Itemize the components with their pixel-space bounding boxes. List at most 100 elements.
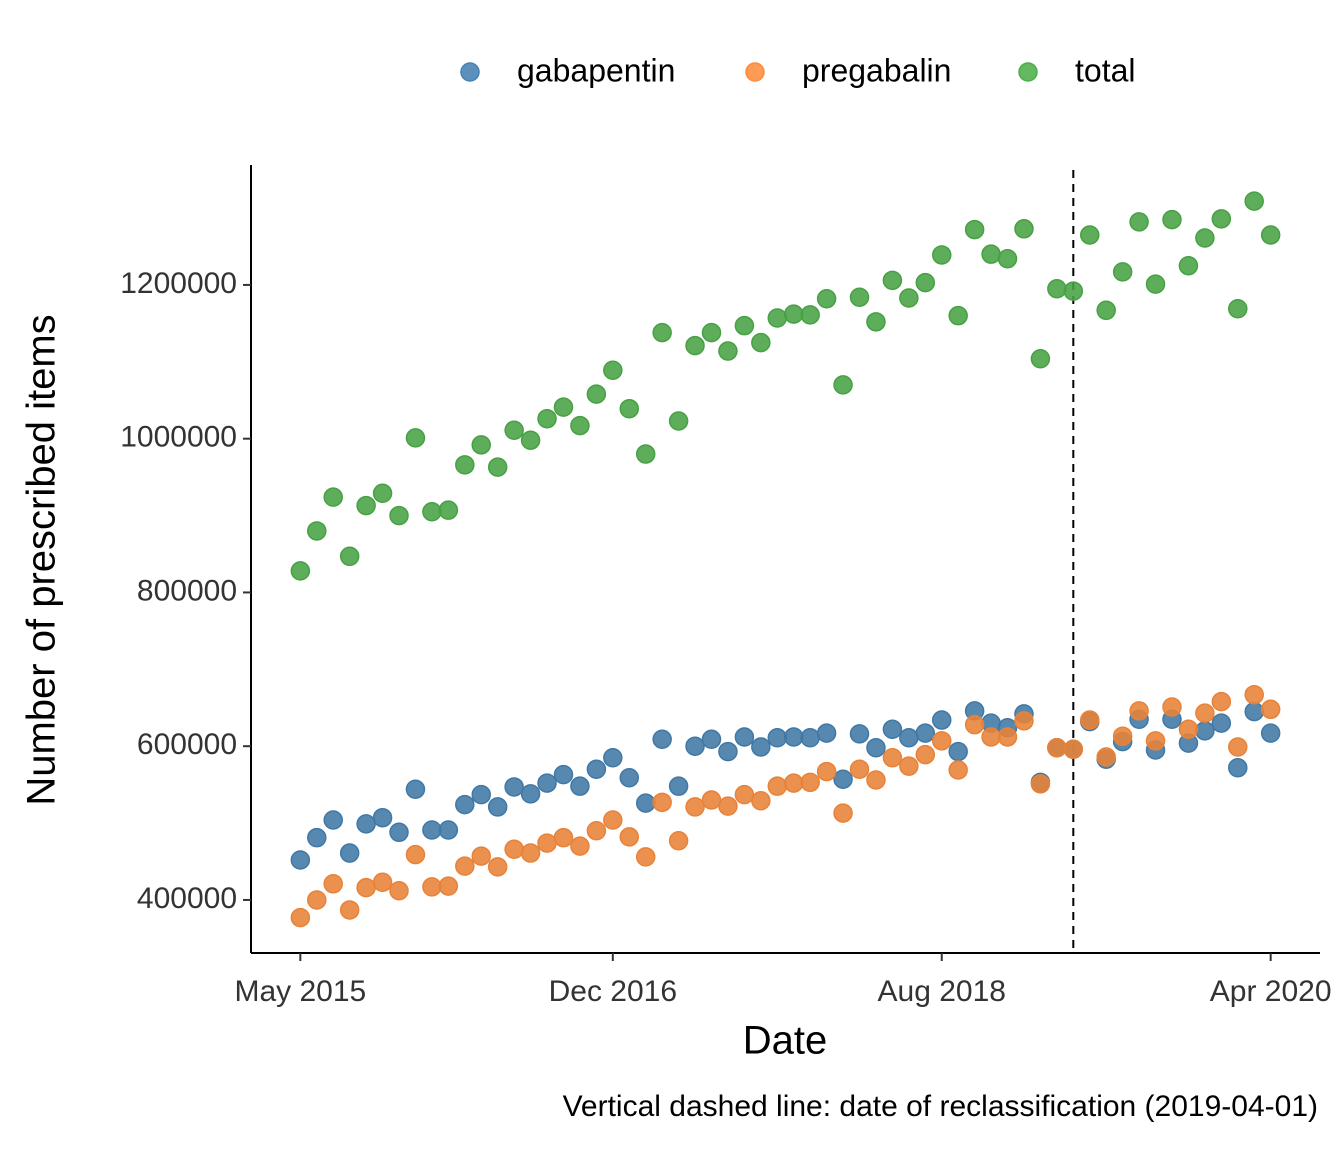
y-tick-label: 600000	[137, 728, 237, 761]
point	[1162, 697, 1182, 717]
point	[603, 747, 623, 768]
point	[339, 843, 360, 863]
point	[487, 457, 508, 477]
point	[356, 814, 376, 834]
point	[372, 483, 393, 504]
point	[849, 759, 870, 780]
point	[553, 397, 574, 417]
point	[1195, 721, 1215, 741]
point	[635, 444, 656, 464]
point	[685, 736, 705, 756]
point	[372, 872, 393, 893]
point	[1260, 723, 1281, 743]
point	[685, 335, 705, 356]
point	[1129, 212, 1149, 232]
point	[307, 827, 327, 848]
point	[455, 794, 475, 815]
point	[882, 747, 903, 768]
point	[1063, 281, 1084, 301]
point	[438, 876, 459, 896]
point	[356, 877, 376, 898]
point	[438, 500, 459, 520]
point	[1228, 757, 1248, 778]
point	[1030, 774, 1051, 794]
point	[290, 561, 311, 581]
point	[520, 784, 541, 804]
point	[487, 797, 508, 817]
point	[1211, 713, 1232, 733]
point	[751, 791, 771, 811]
point	[882, 719, 903, 740]
point	[1260, 225, 1281, 245]
point	[734, 784, 755, 805]
point	[553, 764, 574, 785]
point	[915, 744, 936, 765]
y-axis-title: Number of prescribed items	[20, 314, 64, 805]
point	[1030, 348, 1051, 369]
point	[833, 769, 853, 790]
legend-label: pregabalin	[802, 52, 951, 88]
point	[1096, 747, 1116, 767]
point	[323, 810, 343, 830]
point	[339, 546, 360, 567]
point	[307, 521, 327, 541]
legend-marker	[1018, 62, 1038, 82]
x-tick-label: Apr 2020	[1210, 975, 1332, 1008]
point	[290, 850, 311, 870]
point	[1260, 699, 1281, 720]
point	[734, 315, 755, 336]
point	[603, 810, 623, 830]
point	[1178, 255, 1199, 276]
point	[1228, 737, 1248, 757]
point	[537, 773, 557, 793]
point	[1145, 274, 1166, 294]
point	[668, 776, 689, 796]
point	[899, 727, 919, 748]
point	[948, 305, 968, 326]
point	[471, 784, 491, 805]
point	[800, 727, 820, 748]
point	[964, 219, 985, 240]
point	[455, 856, 475, 876]
point	[504, 777, 524, 797]
point	[652, 322, 672, 343]
point	[882, 270, 903, 291]
point	[701, 729, 722, 750]
point	[1244, 191, 1264, 211]
point	[718, 341, 738, 361]
point	[816, 723, 837, 743]
point	[849, 724, 870, 744]
point	[899, 756, 919, 776]
point	[339, 900, 360, 920]
point	[307, 890, 327, 910]
point	[586, 759, 607, 780]
point	[866, 770, 886, 790]
point	[356, 495, 376, 516]
point	[389, 505, 409, 526]
point	[783, 727, 804, 747]
point	[718, 741, 738, 762]
point	[931, 245, 952, 265]
point	[1244, 684, 1264, 705]
point	[1129, 701, 1149, 721]
legend-marker	[745, 62, 765, 82]
point	[422, 501, 442, 522]
point	[405, 844, 426, 865]
point	[701, 322, 722, 343]
point	[997, 249, 1018, 269]
point	[323, 487, 343, 507]
point	[767, 776, 788, 796]
point	[981, 244, 1001, 264]
point	[1228, 299, 1248, 319]
point	[849, 287, 870, 307]
point	[981, 727, 1001, 747]
point	[389, 880, 409, 901]
point	[751, 332, 771, 353]
point	[964, 714, 985, 735]
point	[1244, 701, 1264, 722]
point	[899, 288, 919, 308]
point	[520, 430, 541, 450]
point	[915, 272, 936, 293]
point	[652, 792, 672, 813]
point	[290, 907, 311, 928]
